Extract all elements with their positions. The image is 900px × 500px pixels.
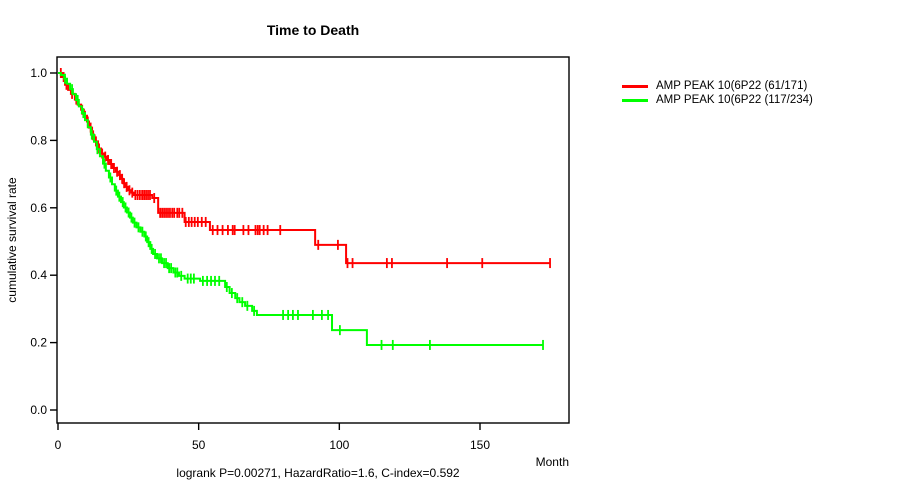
legend-line-green-icon bbox=[622, 98, 648, 102]
y-tick-label: 1.0 bbox=[30, 66, 47, 80]
legend-item: AMP PEAK 10(6P22 (61/171) bbox=[622, 79, 813, 93]
legend: AMP PEAK 10(6P22 (61/171) AMP PEAK 10(6P… bbox=[622, 79, 813, 107]
chart-title: Time to Death bbox=[266, 22, 360, 38]
stats-annotation: logrank P=0.00271, HazardRatio=1.6, C-in… bbox=[176, 466, 460, 480]
x-axis-label: Month bbox=[535, 455, 569, 469]
y-tick-label: 0.0 bbox=[30, 403, 47, 417]
y-tick-label: 0.8 bbox=[30, 133, 47, 147]
plot-border bbox=[56, 56, 570, 424]
legend-item: AMP PEAK 10(6P22 (117/234) bbox=[622, 93, 813, 107]
x-tick-label: 100 bbox=[329, 438, 349, 452]
y-tick-label: 0.6 bbox=[30, 201, 47, 215]
legend-label: AMP PEAK 10(6P22 (117/234) bbox=[656, 94, 813, 106]
x-tick-label: 0 bbox=[55, 438, 62, 452]
y-tick-label: 0.4 bbox=[30, 268, 47, 282]
legend-label: AMP PEAK 10(6P22 (61/171) bbox=[656, 80, 808, 92]
x-tick-label: 50 bbox=[192, 438, 206, 452]
km-curve-green bbox=[58, 72, 544, 346]
legend-line-red-icon bbox=[622, 84, 648, 88]
y-tick-label: 0.2 bbox=[30, 336, 47, 350]
km-curve-red bbox=[58, 72, 551, 265]
x-tick-label: 150 bbox=[470, 438, 490, 452]
